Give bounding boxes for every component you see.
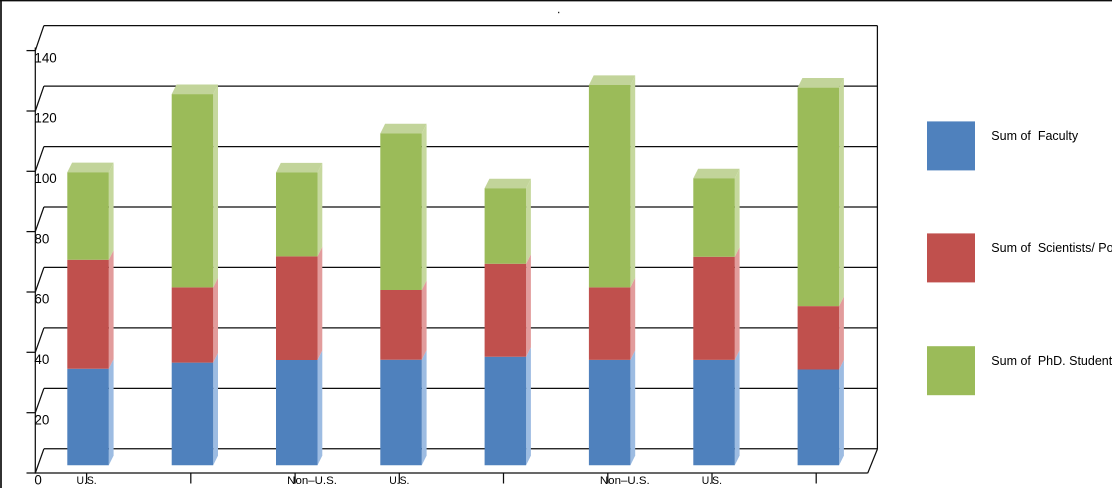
svg-text:Non–U.S.: Non–U.S.	[600, 475, 650, 487]
svg-text:0: 0	[34, 473, 41, 488]
svg-text:Sum of Scientists/ Postdocs: Sum of Scientists/ Postdocs	[991, 241, 1112, 255]
svg-text:100: 100	[34, 171, 56, 186]
svg-text:80: 80	[34, 231, 49, 246]
svg-text:Sum of Faculty: Sum of Faculty	[991, 129, 1079, 143]
svg-text:120: 120	[34, 111, 56, 126]
svg-text:U.S.: U.S.	[389, 475, 409, 487]
svg-text:U.S.: U.S.	[702, 475, 722, 487]
svg-text:60: 60	[34, 292, 49, 307]
svg-text:140: 140	[34, 50, 56, 65]
svg-text:Sum of PhD. Students: Sum of PhD. Students	[991, 354, 1112, 368]
svg-text:Non–U.S.: Non–U.S.	[287, 475, 337, 487]
svg-text:40: 40	[34, 352, 49, 367]
svg-text:20: 20	[34, 412, 49, 427]
svg-text:U.S.: U.S.	[77, 475, 97, 487]
